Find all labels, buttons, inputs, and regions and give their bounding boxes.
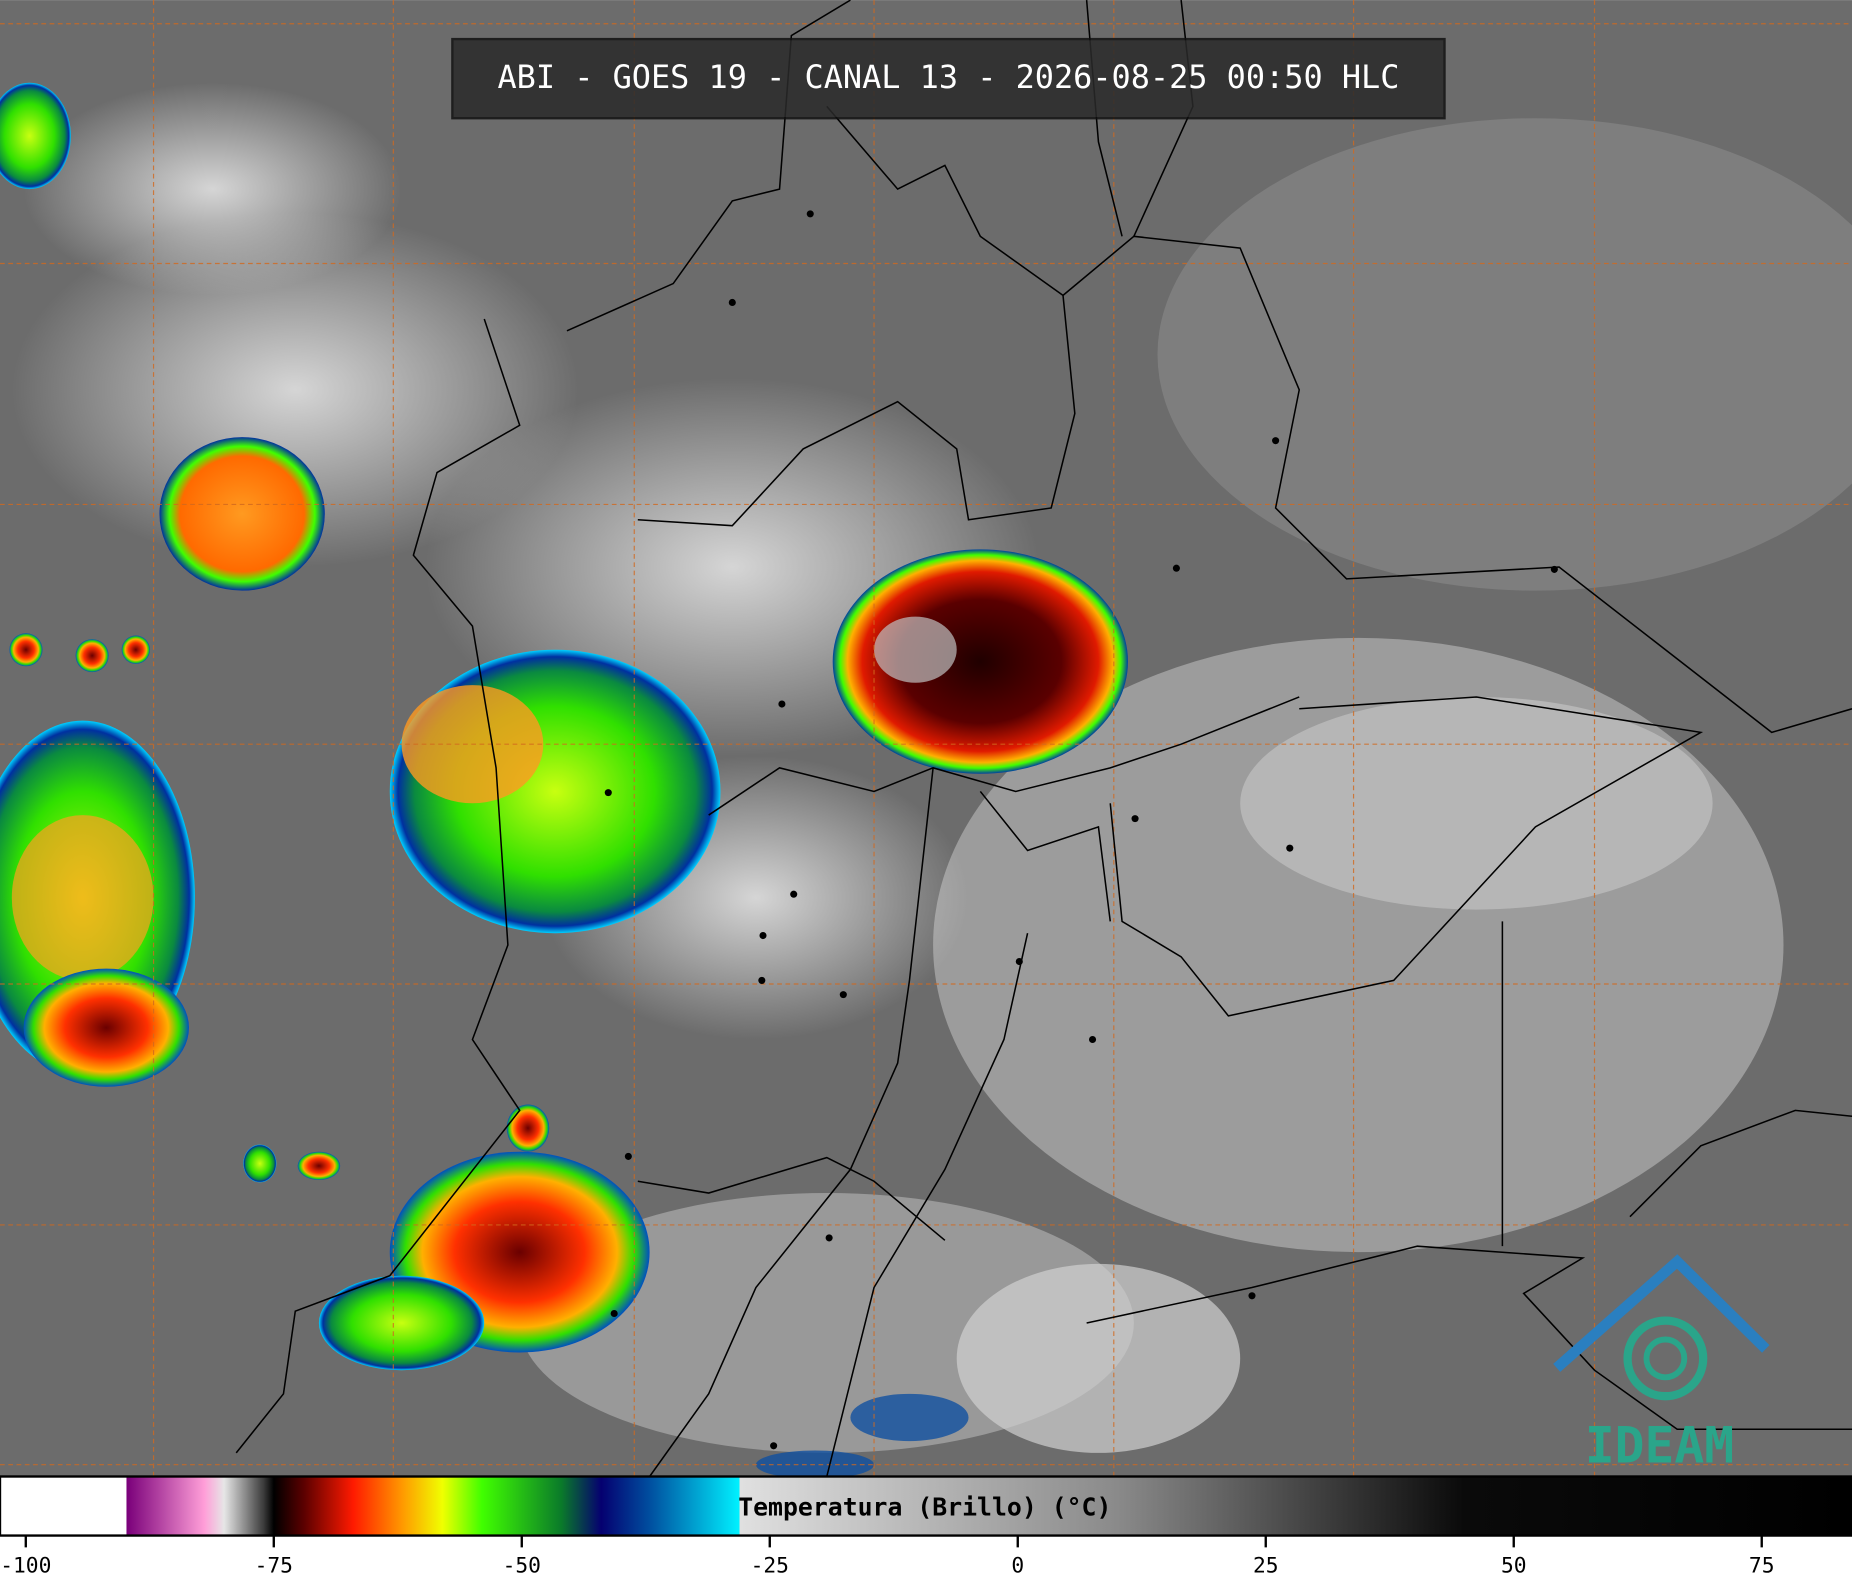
map-title: ABI - GOES 19 - CANAL 13 - 2026-08-25 00… — [497, 58, 1399, 96]
cities — [604, 210, 1558, 1450]
logo-text: IDEAM — [1585, 1416, 1734, 1474]
tick-label: -50 — [503, 1553, 541, 1577]
tick-label: 25 — [1253, 1553, 1279, 1577]
colorbar-label: Temperatura (Brillo) (°C) — [738, 1492, 1111, 1521]
tick-label: -75 — [255, 1553, 293, 1577]
graticule — [0, 0, 1852, 1477]
title-box: ABI - GOES 19 - CANAL 13 - 2026-08-25 00… — [451, 37, 1446, 120]
tick-label: 50 — [1501, 1553, 1527, 1577]
colorbar: Temperatura (Brillo) (°C) -100 -75 -50 -25 0… — [0, 1475, 1852, 1577]
tick-label: 75 — [1749, 1553, 1775, 1577]
tick-label: -25 — [751, 1553, 789, 1577]
ideam-logo: IDEAM — [1553, 1254, 1770, 1474]
tick-label: 0 — [1011, 1553, 1024, 1577]
tick-label: -100 — [0, 1553, 51, 1577]
